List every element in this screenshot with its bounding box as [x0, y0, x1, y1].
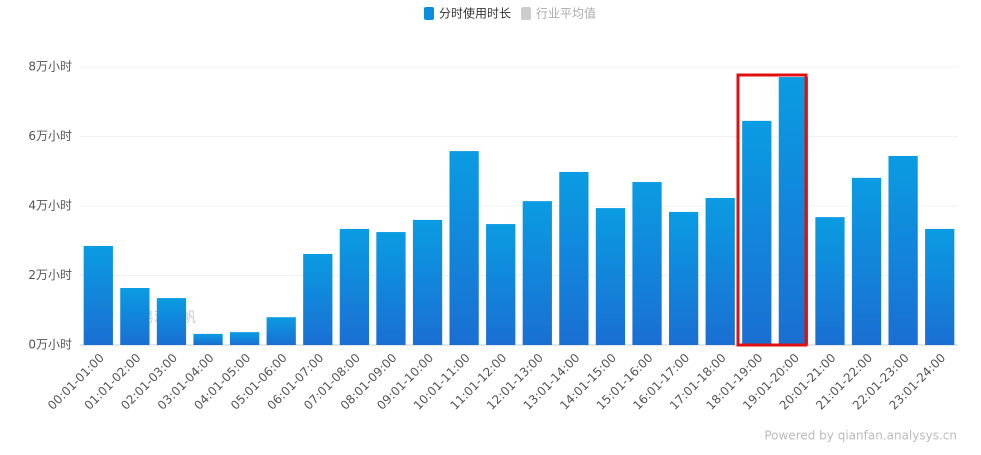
bar — [632, 182, 662, 345]
y-tick-label: 4万小时 — [28, 199, 72, 213]
bar — [83, 245, 113, 345]
bar — [851, 177, 882, 345]
bar — [668, 211, 699, 345]
y-tick-label: 0万小时 — [28, 338, 72, 352]
bar — [559, 171, 589, 345]
bar — [303, 253, 333, 345]
legend-swatch — [424, 7, 434, 20]
bar — [742, 120, 772, 345]
bar — [412, 219, 443, 345]
bar — [229, 332, 260, 345]
y-tick-label: 8万小时 — [28, 60, 72, 74]
highlight-box — [736, 73, 808, 347]
bar — [522, 201, 552, 345]
bar — [266, 317, 296, 345]
bar — [888, 155, 918, 345]
legend-swatch — [521, 7, 532, 20]
bar — [705, 198, 735, 345]
bar — [815, 217, 845, 345]
bar — [449, 151, 479, 345]
bar — [156, 298, 187, 345]
y-tick-label: 2万小时 — [28, 268, 72, 282]
y-tick-label: 6万小时 — [28, 129, 72, 143]
bar — [376, 232, 406, 345]
bar — [486, 224, 516, 345]
bar — [595, 208, 626, 345]
legend-label: 分时使用时长 — [439, 6, 511, 21]
powered-by: Powered by qianfan.analysys.cn — [764, 429, 957, 443]
bar — [925, 228, 955, 345]
bar — [120, 288, 150, 345]
bar — [339, 228, 370, 345]
bar — [778, 77, 809, 345]
bar — [193, 333, 223, 345]
legend-label: 行业平均值 — [536, 6, 596, 21]
